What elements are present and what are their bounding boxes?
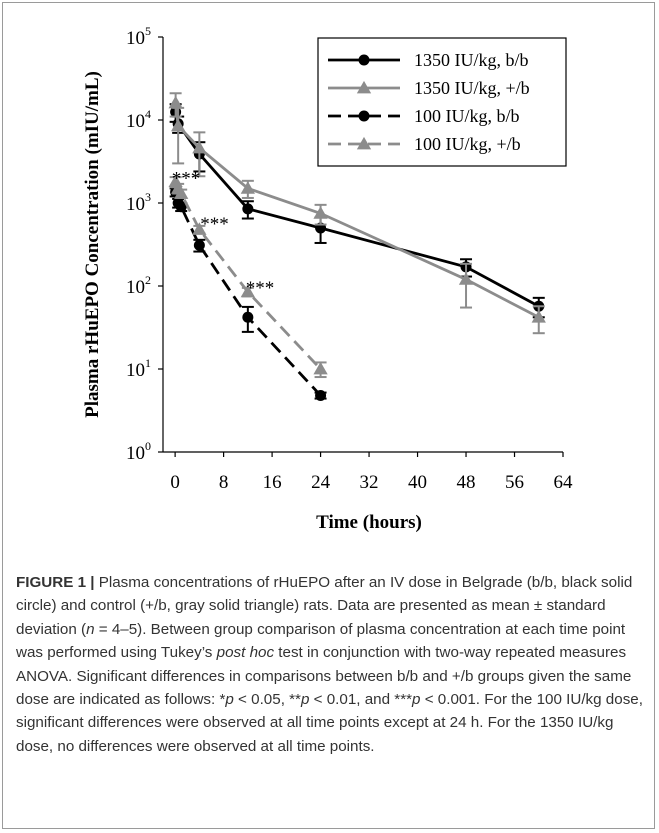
data-point xyxy=(240,284,255,298)
data-point xyxy=(242,311,254,323)
data-point xyxy=(168,95,183,109)
caption-segment: p xyxy=(412,691,421,709)
legend-entry: 1350 IU/kg, +/b xyxy=(328,78,530,98)
y-tick-label: 101 xyxy=(126,356,151,381)
caption-text: Plasma concentrations of rHuEPO after an… xyxy=(16,574,643,755)
data-point xyxy=(531,310,546,323)
data-point xyxy=(175,201,187,213)
significance-label: *** xyxy=(200,214,229,235)
caption-segment: test in conjunction with two-way repeate… xyxy=(16,644,632,709)
x-tick-label: 32 xyxy=(360,472,379,493)
caption-segment: = 4–5). Between group comparison of plas… xyxy=(16,620,626,662)
x-tick-label: 64 xyxy=(554,472,574,493)
legend-swatch-marker xyxy=(356,136,372,150)
y-tick-label: 100 xyxy=(126,439,151,464)
caption-label: FIGURE 1 | xyxy=(16,574,95,591)
legend-swatch-marker xyxy=(358,110,370,122)
data-point xyxy=(192,222,207,235)
y-tick-label: 104 xyxy=(126,107,151,132)
y-axis-title: Plasma rHuEPO Concentration (mIU/mL) xyxy=(82,71,103,418)
caption-segment: n xyxy=(86,620,95,638)
x-tick-label: 0 xyxy=(170,472,180,493)
caption-segment: post hoc xyxy=(216,644,275,662)
data-point xyxy=(313,206,328,219)
data-point xyxy=(193,239,205,251)
x-tick-label: 24 xyxy=(311,472,331,493)
series-4 xyxy=(168,174,328,379)
x-axis-title: Time (hours) xyxy=(316,512,422,533)
x-tick-label: 48 xyxy=(457,472,476,493)
data-point xyxy=(171,118,186,132)
legend-label: 1350 IU/kg, b/b xyxy=(414,50,529,70)
data-point xyxy=(174,186,189,199)
legend-swatch-marker xyxy=(356,80,372,94)
x-tick-label: 40 xyxy=(408,472,427,493)
series-2 xyxy=(168,92,546,335)
caption-segment: p xyxy=(225,691,234,709)
caption-segment: < 0.001. For the 100 IU/kg dose, signifi… xyxy=(16,691,643,755)
x-tick-label: 56 xyxy=(505,472,524,493)
chart-legend: 1350 IU/kg, b/b 1350 IU/kg, +/b 100 IU/kg,… xyxy=(317,37,567,167)
data-point xyxy=(313,361,328,375)
legend-entry: 100 IU/kg, +/b xyxy=(328,134,521,154)
x-tick-label: 16 xyxy=(263,472,282,493)
caption-segment: < 0.01, and *** xyxy=(309,691,413,709)
chart-axes: 100 101 102 103 104 105 0 8 16 24 32 40 48 56 64 xyxy=(126,24,573,493)
chart-series xyxy=(168,92,546,401)
caption-segment: Plasma concentrations of rHuEPO after an… xyxy=(16,574,633,638)
legend-label: 100 IU/kg, b/b xyxy=(414,106,520,126)
y-tick-label: 103 xyxy=(126,190,151,215)
data-point xyxy=(242,203,254,215)
y-tick-label: 102 xyxy=(126,273,151,298)
data-point xyxy=(315,389,327,401)
legend-entry: 1350 IU/kg, b/b xyxy=(328,50,529,70)
caption-segment: p xyxy=(300,691,310,709)
data-point xyxy=(458,272,474,285)
data-point xyxy=(240,181,255,194)
significance-label: *** xyxy=(246,278,275,299)
legend-entry: 100 IU/kg, b/b xyxy=(328,106,520,126)
caption-segment: < 0.05, ** xyxy=(233,691,301,709)
figure-caption: FIGURE 1 | Plasma concentrations of rHuE… xyxy=(16,571,644,758)
legend-label: 100 IU/kg, +/b xyxy=(414,134,521,154)
x-tick-label: 8 xyxy=(219,472,229,493)
series-3 xyxy=(169,186,327,401)
legend-label: 1350 IU/kg, +/b xyxy=(414,78,530,98)
chart-annotations: *** *** *** xyxy=(172,169,274,299)
data-point xyxy=(192,140,207,154)
significance-label: *** xyxy=(172,169,201,190)
legend-swatch-marker xyxy=(358,54,370,66)
y-tick-label: 105 xyxy=(126,24,151,49)
